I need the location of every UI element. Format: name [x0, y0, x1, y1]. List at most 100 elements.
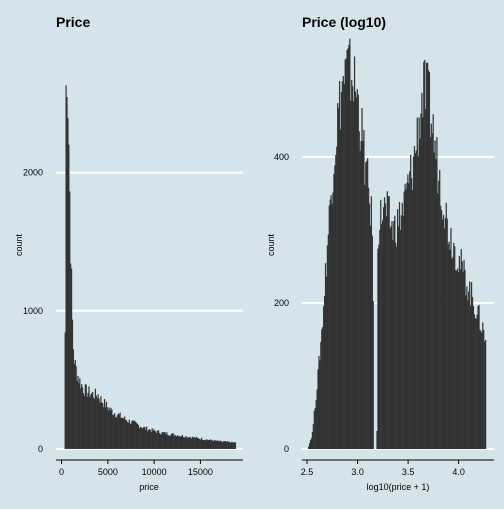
histogram-bar	[137, 424, 140, 449]
x-tick-label: 3.0	[351, 467, 364, 477]
histogram-bar	[455, 269, 457, 450]
histogram-bar	[215, 440, 217, 449]
histogram-bar	[408, 183, 410, 450]
histogram-bar	[103, 407, 105, 449]
histogram-bar	[353, 56, 356, 450]
histogram-bar	[229, 442, 231, 449]
histogram-bar	[323, 295, 326, 450]
histogram-bar	[207, 439, 209, 449]
histogram-bar	[421, 92, 423, 450]
histogram-bar	[77, 376, 79, 449]
histogram-bar	[416, 117, 418, 450]
histogram-bar	[159, 434, 162, 449]
histogram-bar	[459, 269, 461, 450]
histogram-bar	[72, 349, 75, 449]
histogram-bar	[197, 437, 199, 449]
histogram-bar	[393, 221, 395, 450]
histogram-bar	[462, 271, 464, 450]
histogram-bar	[326, 245, 329, 450]
y-ticks-price-log10: 0 200 400	[274, 152, 289, 454]
histogram-bar	[212, 441, 215, 449]
histogram-bar	[312, 424, 314, 450]
histogram-bar	[83, 395, 86, 449]
histogram-bar	[220, 440, 222, 449]
histogram-bar	[368, 203, 371, 450]
histogram-bar	[425, 108, 427, 450]
histogram-bar	[365, 162, 367, 450]
histogram-bar	[390, 226, 392, 450]
histogram-bar	[319, 360, 321, 450]
histogram-bar	[346, 50, 348, 450]
histogram-bar	[204, 439, 206, 449]
histogram-bar	[343, 84, 345, 450]
histogram-bar	[453, 242, 455, 450]
histogram-bar	[426, 62, 429, 450]
histogram-bar	[224, 441, 227, 449]
histogram-bar	[377, 248, 379, 450]
histogram-bar	[145, 429, 147, 449]
histogram-bar	[484, 339, 487, 450]
histogram-bar	[317, 369, 319, 450]
histogram-bar	[457, 271, 460, 450]
histogram-bar	[371, 235, 373, 450]
panel-title-price: Price	[56, 14, 90, 30]
histogram-bar	[441, 219, 444, 450]
histogram-bar	[471, 296, 474, 450]
histogram-bar	[399, 229, 402, 450]
histogram-bar	[73, 363, 75, 449]
histogram-bar	[363, 129, 365, 450]
histogram-bar	[381, 224, 383, 450]
histogram-bar	[210, 439, 212, 449]
histogram-bar	[356, 89, 358, 450]
histogram-bar	[468, 291, 470, 450]
histogram-bar	[155, 431, 157, 449]
histogram-bar	[177, 435, 179, 449]
y-tick-label: 2000	[23, 168, 43, 178]
histogram-bar	[378, 244, 380, 450]
histogram-bar	[106, 407, 108, 449]
x-tick-label: 10000	[142, 467, 167, 477]
histogram-bar	[173, 435, 175, 449]
histogram-bar	[320, 342, 322, 450]
histogram-bar	[325, 276, 328, 450]
histogram-bar	[414, 153, 417, 450]
histogram-bar	[355, 97, 358, 450]
histogram-bar	[119, 412, 121, 449]
histogram-bar	[88, 386, 90, 449]
histogram-bar	[214, 440, 216, 449]
histogram-bar	[434, 140, 436, 450]
histogram-bar	[445, 202, 447, 450]
histogram-bar	[82, 393, 85, 449]
histogram-bar	[161, 431, 163, 449]
histogram-bar	[335, 155, 337, 450]
histogram-bar	[315, 399, 317, 450]
histogram-bar	[71, 319, 74, 449]
histogram-bar	[227, 441, 229, 449]
histogram-bar	[436, 137, 438, 450]
histogram-bar	[190, 438, 193, 449]
bars-price	[64, 85, 237, 449]
histogram-bar	[64, 332, 66, 449]
histogram-bar	[218, 441, 220, 449]
x-tick-label: 4.0	[452, 467, 465, 477]
histogram-bar	[216, 440, 218, 449]
histogram-bar	[433, 152, 435, 450]
histogram-bar	[330, 195, 332, 450]
histogram-bar	[470, 305, 472, 450]
histogram-bar	[336, 146, 338, 450]
histogram-bar	[379, 229, 381, 450]
histogram-bar	[136, 424, 139, 449]
histogram-bar	[128, 419, 130, 449]
y-tick-label: 1000	[23, 306, 43, 316]
histogram-bar	[84, 384, 86, 449]
histogram-bar	[171, 433, 173, 449]
histogram-bar	[429, 137, 431, 450]
histogram-bar	[170, 434, 173, 449]
histogram-bar	[331, 203, 333, 450]
histogram-bar	[357, 94, 359, 450]
histogram-bar	[419, 138, 421, 450]
histogram-bar	[480, 331, 482, 450]
histogram-bar	[369, 225, 372, 450]
histogram-bar	[360, 141, 362, 450]
histogram-bar	[181, 434, 183, 449]
